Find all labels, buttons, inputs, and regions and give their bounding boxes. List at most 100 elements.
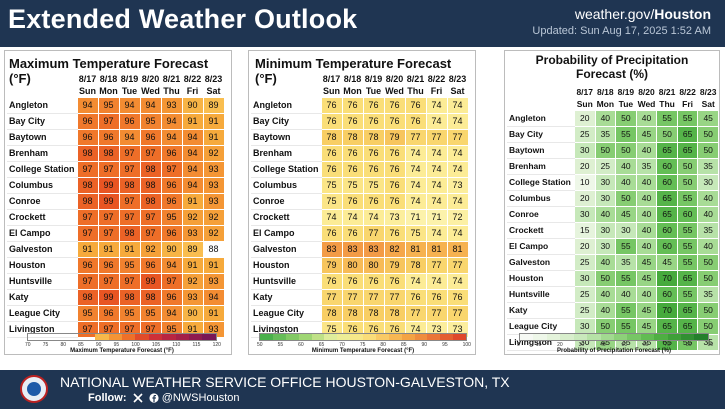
forecast-cell: 95 xyxy=(76,305,99,322)
legend-swatch xyxy=(388,334,402,340)
site-office: Houston xyxy=(654,6,711,22)
forecast-cell: 89 xyxy=(202,97,225,114)
table-row: Angleton 20 40 50 40 55 55 45 xyxy=(507,110,719,127)
forecast-cell: 76 xyxy=(341,273,364,290)
max-temp-legend-ticks: 70 75 80 85 90 95 100 105 110 115 120 xyxy=(25,342,221,348)
table-row: Bay City 25 35 55 45 50 65 50 xyxy=(507,126,719,143)
city-name: Baytown xyxy=(7,129,77,146)
legend-swatch xyxy=(414,334,428,340)
forecast-cell: 74 xyxy=(404,161,427,178)
forecast-cell: 74 xyxy=(425,145,448,162)
forecast-cell: 65 xyxy=(656,206,678,223)
legend-tick: 95 xyxy=(113,342,120,348)
corner-cell xyxy=(7,85,77,98)
precip-legend-caption: Probability of Precipitation Forecast (%… xyxy=(556,348,672,354)
precip-legend-ticks: 0 10 20 30 40 50 60 70 80 90 xyxy=(517,342,713,348)
day-header: Thu xyxy=(659,99,675,109)
forecast-cell: 94 xyxy=(76,97,99,114)
forecast-cell: 60 xyxy=(676,206,699,223)
forecast-cell: 74 xyxy=(425,225,448,242)
forecast-cell: 93 xyxy=(202,193,225,210)
date-header: 8/18 xyxy=(343,74,362,84)
forecast-cell: 96 xyxy=(76,257,99,274)
city-name: El Campo xyxy=(251,225,321,242)
office-name: NATIONAL WEATHER SERVICE OFFICE HOUSTON-… xyxy=(60,374,510,390)
forecast-cell: 35 xyxy=(594,126,617,143)
forecast-cell: 91 xyxy=(181,113,204,130)
day-header: Tue xyxy=(121,86,138,96)
city-name: El Campo xyxy=(7,225,77,242)
city-name: Angleton xyxy=(7,97,77,114)
legend-swatch xyxy=(337,334,351,340)
legend-tick: 80 xyxy=(380,342,386,348)
date-header: 8/23 xyxy=(699,87,717,97)
city-name: Galveston xyxy=(7,241,77,258)
social-handle[interactable]: @NWSHouston xyxy=(161,392,240,404)
forecast-cell: 98 xyxy=(76,193,99,210)
forecast-cell: 10 xyxy=(573,174,596,191)
forecast-cell: 76 xyxy=(362,145,385,162)
city-name: Galveston xyxy=(507,254,575,271)
forecast-cell: 77 xyxy=(404,129,427,146)
forecast-cell: 74 xyxy=(425,161,448,178)
max-temp-legend xyxy=(27,333,217,341)
legend-tick: 75 xyxy=(359,342,366,348)
forecast-cell: 91 xyxy=(202,257,225,274)
forecast-cell: 95 xyxy=(118,257,141,274)
day-header: Mon xyxy=(343,86,362,96)
forecast-cell: 96 xyxy=(139,129,162,146)
forecast-cell: 80 xyxy=(362,257,385,274)
legend-tick: 90 xyxy=(707,342,713,348)
forecast-cell: 65 xyxy=(676,270,699,287)
forecast-cell: 83 xyxy=(320,241,343,258)
city-name: Conroe xyxy=(507,206,575,223)
x-logo-icon[interactable] xyxy=(132,393,143,403)
legend-swatch xyxy=(148,334,163,340)
forecast-cell: 76 xyxy=(404,113,427,130)
forecast-cell: 70 xyxy=(656,302,678,319)
date-header: 8/22 xyxy=(427,74,446,84)
forecast-cell: 98 xyxy=(118,225,141,242)
forecast-cell: 77 xyxy=(425,305,448,322)
forecast-cell: 98 xyxy=(139,177,162,194)
forecast-cell: 30 xyxy=(697,174,719,191)
site-link[interactable]: weather.gov/Houston xyxy=(575,6,711,22)
forecast-cell: 98 xyxy=(139,193,162,210)
forecast-cell: 74 xyxy=(404,193,427,210)
table-row: Conroe 75 76 76 76 74 74 74 xyxy=(251,193,469,210)
forecast-cell: 97 xyxy=(76,209,99,226)
forecast-cell: 78 xyxy=(362,305,385,322)
legend-swatch xyxy=(324,334,338,340)
legend-tick: 100 xyxy=(462,342,471,348)
legend-swatch xyxy=(613,334,628,340)
forecast-cell: 97 xyxy=(118,145,141,162)
forecast-cell: 40 xyxy=(594,254,617,271)
table-row: Huntsville 76 76 76 76 74 74 74 xyxy=(251,273,469,290)
forecast-cell: 76 xyxy=(383,97,406,114)
forecast-cell: 75 xyxy=(404,225,427,242)
forecast-cell: 55 xyxy=(676,254,699,271)
forecast-cell: 74 xyxy=(404,145,427,162)
legend-tick: 95 xyxy=(442,342,448,348)
forecast-cell: 35 xyxy=(697,222,719,239)
min-temp-legend-caption: Minimum Temperature Forecast (°F) xyxy=(311,348,415,354)
legend-swatch xyxy=(272,334,286,340)
forecast-cell: 98 xyxy=(118,177,141,194)
forecast-cell: 76 xyxy=(362,161,385,178)
legend-swatch xyxy=(440,334,454,340)
legend-tick: 85 xyxy=(400,342,407,348)
forecast-cell: 96 xyxy=(76,113,99,130)
forecast-cell: 97 xyxy=(76,161,99,178)
legend-swatch xyxy=(363,334,376,340)
forecast-cell: 98 xyxy=(97,145,120,162)
legend-swatch xyxy=(135,334,149,340)
forecast-cell: 25 xyxy=(594,158,617,175)
forecast-cell: 30 xyxy=(594,174,617,191)
forecast-cell: 98 xyxy=(118,289,141,306)
page-title: Extended Weather Outlook xyxy=(8,4,358,34)
facebook-icon[interactable] xyxy=(149,393,159,403)
city-name: Katy xyxy=(251,289,321,306)
legend-tick: 30 xyxy=(578,342,585,348)
forecast-cell: 50 xyxy=(594,270,617,287)
city-name: El Campo xyxy=(507,238,575,255)
